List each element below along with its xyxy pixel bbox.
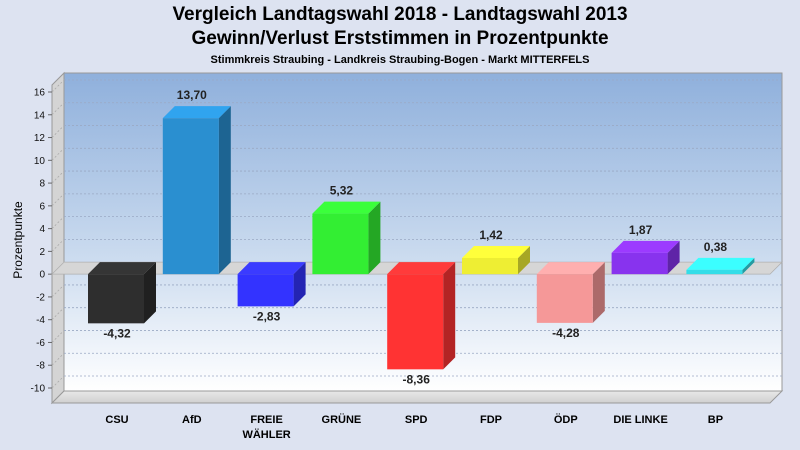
grid-line	[51, 79, 65, 93]
bar	[88, 262, 156, 324]
bar-front	[536, 274, 593, 323]
data-label: 0,38	[704, 240, 728, 254]
bar-top	[536, 262, 605, 275]
chart-title: Vergleich Landtagswahl 2018 - Landtagswa…	[172, 4, 628, 25]
grid-line	[51, 216, 65, 229]
x-tick-label: FREIE	[250, 414, 282, 426]
bar-top	[312, 201, 381, 214]
y-tick-label: -2	[36, 292, 45, 303]
bar-front	[611, 252, 668, 275]
bar	[536, 262, 605, 323]
bar-top	[162, 106, 231, 119]
y-tick-label: 2	[39, 247, 45, 258]
grid-line	[51, 352, 65, 366]
bar-top	[387, 262, 456, 275]
x-tick-label: GRÜNE	[322, 413, 362, 426]
data-label: 13,70	[177, 88, 207, 102]
bar-side	[144, 262, 156, 324]
data-label: -2,83	[253, 309, 281, 323]
chart-side-wall	[51, 71, 65, 405]
y-tick-label: 14	[34, 110, 46, 121]
x-tick-label: FDP	[480, 414, 502, 426]
bar-front	[387, 274, 444, 370]
chart-subtitle: Gewinn/Verlust Erststimmen in Prozentpun…	[191, 28, 609, 49]
y-tick-label: -10	[31, 384, 46, 395]
bar-top	[88, 262, 156, 275]
x-tick-label: CSU	[105, 414, 128, 426]
x-tick-label: WÄHLER	[242, 428, 290, 441]
x-tick-label: SPD	[405, 414, 428, 426]
bar-side	[443, 262, 456, 370]
chart-floor	[50, 390, 784, 404]
y-tick-label: -8	[36, 361, 45, 372]
bar	[162, 106, 231, 275]
bar-front	[237, 274, 294, 307]
grid-line	[51, 375, 65, 389]
y-tick-label: -6	[36, 338, 45, 349]
grid-line	[51, 170, 65, 184]
bar-front	[686, 269, 743, 275]
bar	[312, 201, 381, 275]
grid-line	[51, 284, 65, 298]
y-tick-label: 10	[34, 156, 46, 167]
bar	[462, 245, 530, 275]
x-tick-label: BP	[708, 414, 723, 426]
bar-top	[611, 240, 680, 253]
grid-line	[51, 125, 65, 138]
grid-line	[51, 239, 65, 252]
y-tick-label: 12	[34, 133, 46, 144]
bar	[686, 257, 755, 275]
bar	[237, 262, 306, 307]
grid-line	[51, 307, 65, 320]
y-axis-label: Prozentpunkte	[11, 201, 25, 279]
bar-side	[742, 257, 755, 275]
bar-side	[592, 262, 605, 323]
bar-top	[237, 262, 306, 275]
data-label: -8,36	[403, 372, 431, 386]
bar-side	[218, 106, 231, 275]
data-label: 1,42	[479, 228, 503, 242]
bar-top	[686, 257, 755, 270]
y-tick-label: 4	[39, 224, 45, 235]
bar-side	[368, 201, 381, 275]
bar	[611, 240, 680, 275]
grid-line	[51, 330, 65, 343]
grid-line	[51, 148, 65, 161]
bar-side	[667, 240, 680, 275]
bar-side	[293, 262, 306, 307]
bar-top	[462, 245, 530, 258]
y-tick-label: 8	[39, 179, 45, 190]
data-label: 5,32	[330, 184, 354, 198]
bar-front	[88, 274, 144, 324]
x-tick-label: ÖDP	[554, 413, 578, 426]
x-tick-label: AfD	[182, 414, 202, 426]
data-label: -4,32	[103, 326, 131, 340]
x-tick-label: DIE LINKE	[613, 414, 667, 426]
grid-line	[51, 193, 65, 207]
bar-front	[162, 118, 219, 275]
grid-line	[51, 102, 65, 116]
y-tick-label: 16	[34, 88, 46, 99]
bar	[387, 262, 456, 370]
bar-front	[312, 213, 369, 275]
y-tick-label: 0	[39, 270, 45, 281]
data-label: -4,28	[552, 326, 580, 340]
y-tick-label: -4	[36, 315, 45, 326]
y-tick-label: 6	[39, 201, 45, 212]
data-label: 1,87	[629, 223, 653, 237]
bar-side	[518, 245, 530, 275]
chart-region-subtitle: Stimmkreis Straubing - Landkreis Straubi…	[210, 54, 590, 66]
bar-front	[462, 257, 518, 275]
